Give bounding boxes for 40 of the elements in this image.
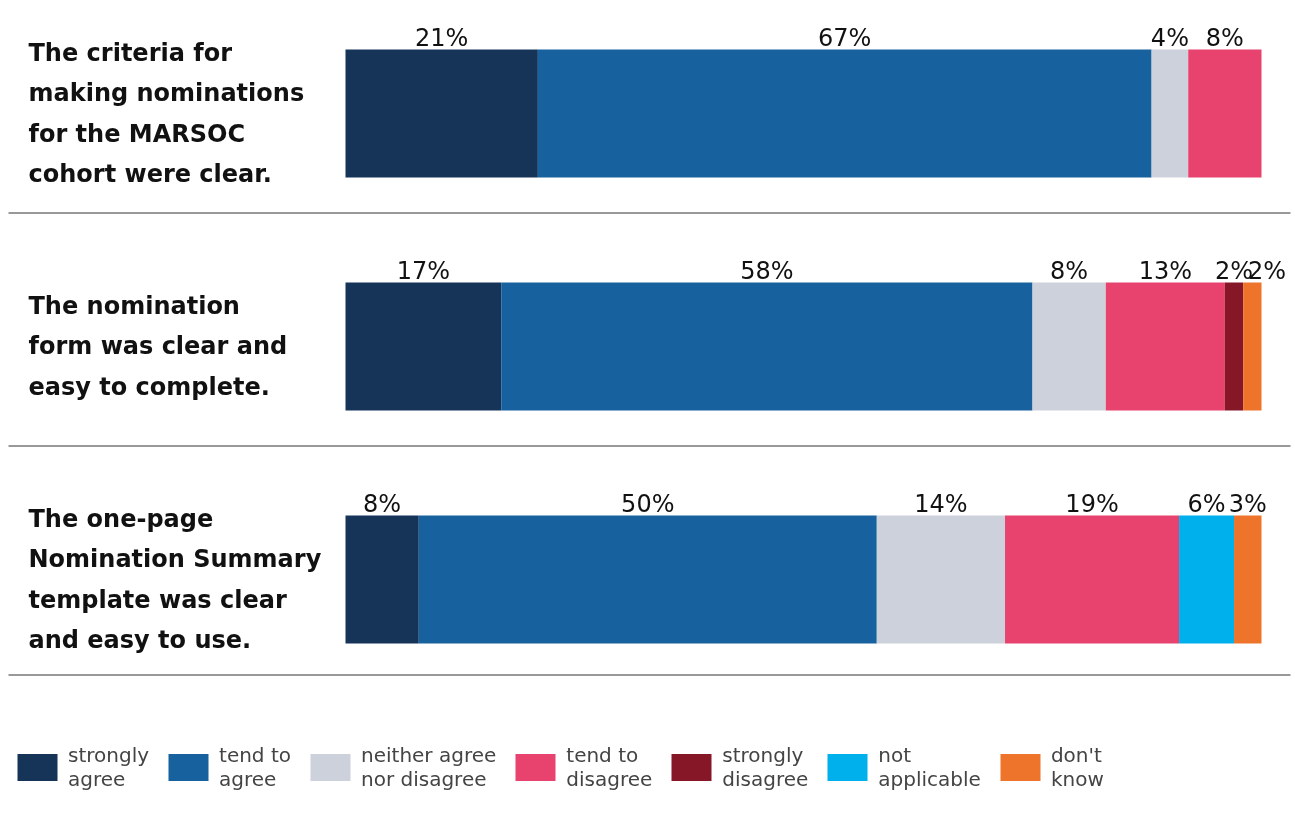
bar	[418, 515, 877, 644]
y-tick-label: The criteria for making nominations for the MARSOC cohort were clear.	[28, 38, 305, 189]
legend-label: tend to agree	[219, 743, 291, 791]
data-label: 8%	[363, 489, 402, 518]
y-tick-label: The one-page Nomination Summary template was clear and easy to use.	[28, 504, 322, 655]
legend-label: strongly disagree	[722, 743, 809, 791]
legend-label: neither agree nor disagree	[361, 743, 497, 791]
data-label: 50%	[621, 489, 675, 518]
data-label: 8%	[1050, 256, 1089, 285]
y-tick-label: The nomination form was clear and easy to complete.	[28, 291, 288, 402]
legend-label: not applicable	[878, 743, 981, 791]
bar	[876, 515, 1006, 644]
bar	[345, 515, 419, 644]
legend-label: tend to disagree	[566, 743, 653, 791]
data-label: 19%	[1065, 489, 1119, 518]
data-label: 17%	[396, 256, 451, 285]
data-label: 14%	[914, 489, 968, 518]
bar	[1234, 515, 1262, 644]
data-label: 13%	[1138, 256, 1192, 285]
bar	[1188, 49, 1262, 178]
legend-label: strongly agree	[68, 743, 150, 791]
bar	[1179, 515, 1235, 644]
bar	[501, 282, 1033, 411]
legend-label: don't know	[1050, 743, 1104, 791]
bar	[1032, 282, 1106, 411]
data-label: 4%	[1150, 23, 1189, 52]
bar	[1151, 49, 1189, 178]
data-label: 67%	[818, 23, 872, 52]
bar	[1243, 282, 1262, 411]
bar	[1224, 282, 1244, 411]
data-label: 6%	[1187, 489, 1226, 518]
data-label: 58%	[740, 256, 794, 285]
data-label: 8%	[1205, 23, 1244, 52]
bar	[345, 49, 538, 178]
bar	[1105, 282, 1225, 411]
bar	[345, 282, 502, 411]
data-label: 21%	[415, 23, 469, 52]
bar	[537, 49, 1152, 178]
data-label: 3%	[1228, 489, 1267, 518]
bar	[1005, 515, 1180, 644]
